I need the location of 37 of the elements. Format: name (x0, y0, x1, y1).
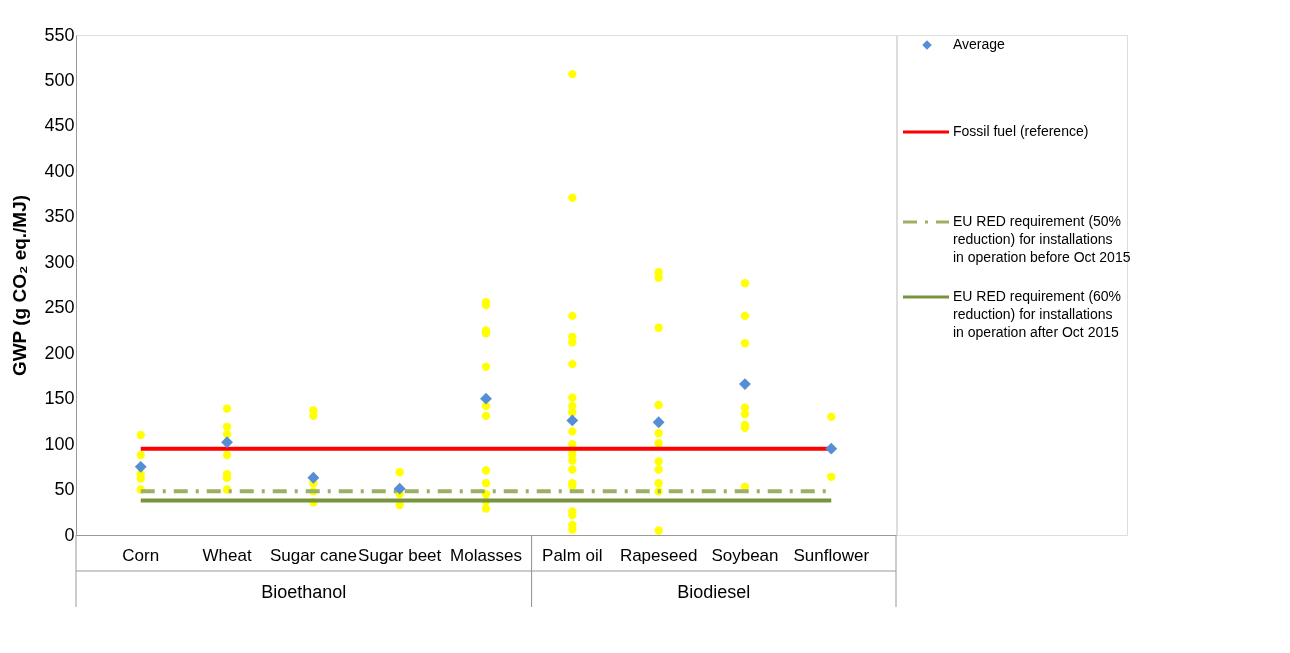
x-tick-label: Palm oil (542, 545, 603, 565)
point (480, 392, 492, 405)
point (307, 471, 320, 484)
legend-label: EU RED requirement (60% reduction) for installations in operation after Oct 2015 (953, 288, 1122, 340)
x-tick-label: Molasses (450, 545, 522, 565)
y-tick-label: 50 (54, 479, 75, 500)
point (566, 414, 579, 427)
x-tick-label: Rapeseed (619, 545, 698, 565)
x-tick-label: Wheat (202, 545, 252, 565)
y-tick-label: 450 (44, 115, 75, 136)
x-tick-label: Corn (122, 545, 160, 565)
legend-label: Average (953, 36, 1006, 52)
y-tick-label: 350 (44, 206, 75, 227)
point (393, 482, 406, 495)
point (652, 416, 665, 429)
y-tick-label: 0 (64, 524, 75, 545)
text: Bioethanol (261, 582, 347, 602)
y-tick-label: 400 (44, 160, 75, 181)
y-tick-label: 550 (44, 24, 75, 45)
y-tick-label: 200 (44, 342, 75, 363)
y-tick-label: 300 (44, 251, 75, 272)
y-axis-title: GWP (g CO₂ eq./MJ) (9, 194, 31, 377)
point (134, 460, 147, 473)
x-tick-label: Soybean (711, 545, 779, 565)
point (825, 442, 838, 455)
y-tick-label: 150 (44, 388, 75, 409)
x-tick-label: Sugar beet (358, 545, 442, 565)
text: Biodiesel (677, 582, 751, 602)
x-tick-label: Sugar cane (269, 545, 357, 565)
legend-label: Fossil fuel (reference) (953, 123, 1089, 139)
legend-label: EU RED requirement (50% reduction) for installations in operation before Oct 2015 (953, 213, 1131, 265)
y-tick-label: 500 (44, 69, 75, 90)
y-tick-label: 100 (44, 433, 75, 454)
x-tick-label: Sunflower (793, 545, 870, 565)
point (739, 378, 751, 391)
y-tick-label: 250 (44, 297, 75, 318)
point (221, 436, 233, 449)
